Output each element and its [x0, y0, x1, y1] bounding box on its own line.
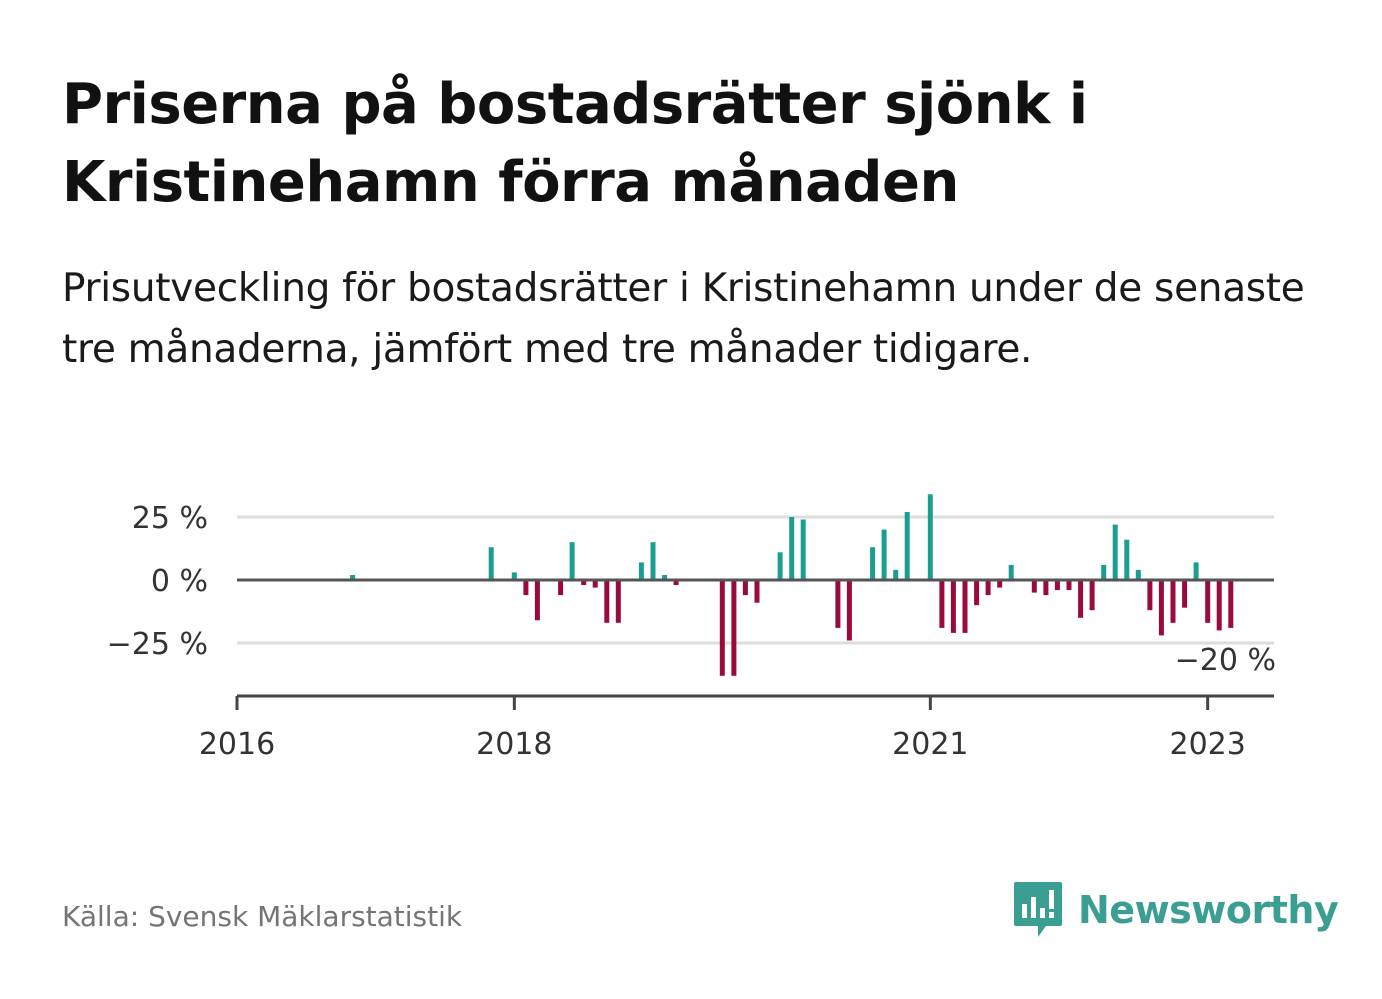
bar	[927, 494, 933, 580]
y-tick-label: 0 %	[151, 564, 208, 599]
bar-chart: 25 % 0 % −25 % 2016 2018 2021 2023 −20 %	[107, 494, 1276, 762]
bar	[1112, 524, 1118, 580]
bar	[1031, 580, 1037, 593]
bar	[719, 580, 725, 676]
brand-name: Newsworthy	[1078, 888, 1339, 932]
bar	[731, 580, 737, 676]
bar	[1124, 539, 1130, 580]
bar	[742, 580, 748, 596]
bar	[1043, 580, 1049, 596]
bar	[673, 580, 679, 585]
bar	[1147, 580, 1153, 611]
bar	[638, 562, 644, 580]
bar	[511, 572, 517, 580]
bar	[523, 580, 529, 596]
gridlines	[237, 515, 1274, 645]
bar	[846, 580, 852, 641]
bar	[1205, 580, 1211, 623]
brand-logo: Newsworthy	[1012, 880, 1339, 940]
bar	[662, 575, 668, 580]
x-tick-label: 2018	[476, 727, 552, 762]
bar	[904, 512, 910, 580]
bar	[581, 580, 587, 585]
source-note: Källa: Svensk Mäklarstatistik	[62, 900, 463, 933]
bar	[789, 517, 795, 580]
bar	[835, 580, 841, 628]
x-axis-ticks: 2016 2018 2021 2023	[199, 696, 1246, 762]
bar	[870, 547, 876, 580]
y-axis-ticks: 25 % 0 % −25 %	[107, 501, 208, 662]
bar	[650, 542, 656, 580]
bars	[350, 494, 1234, 676]
chart-title: Priserna på bostadsrätter sjönk i Kristi…	[62, 72, 1088, 215]
bar	[558, 580, 564, 596]
bar	[974, 580, 980, 606]
bar	[962, 580, 968, 633]
bar	[350, 575, 356, 580]
newsworthy-logo-icon	[1014, 882, 1062, 937]
bar	[1158, 580, 1164, 636]
bar	[881, 529, 887, 580]
bar	[1228, 580, 1234, 628]
bar	[1089, 580, 1095, 611]
bar	[604, 580, 610, 623]
bar	[754, 580, 760, 603]
x-tick-label: 2021	[892, 727, 968, 762]
bar	[985, 580, 991, 596]
x-tick-label: 2023	[1169, 727, 1245, 762]
y-tick-label: −25 %	[107, 627, 208, 662]
bar	[592, 580, 598, 588]
bar	[997, 580, 1003, 588]
bar	[534, 580, 540, 621]
chart-subtitle: Prisutveckling för bostadsrätter i Krist…	[62, 266, 1305, 372]
y-tick-label: 25 %	[132, 501, 208, 536]
bar	[1008, 564, 1014, 580]
last-value-label: −20 %	[1175, 643, 1276, 678]
bar	[1182, 580, 1188, 608]
bar	[569, 542, 575, 580]
bar	[1135, 569, 1141, 580]
bar	[893, 569, 899, 580]
bar	[1170, 580, 1176, 623]
bar	[615, 580, 621, 623]
bar	[800, 519, 806, 580]
bar	[1054, 580, 1060, 591]
bar	[1193, 562, 1199, 580]
bar	[1078, 580, 1084, 618]
bar	[939, 580, 945, 628]
x-tick-label: 2016	[199, 727, 275, 762]
bar	[1216, 580, 1222, 631]
bar	[1101, 564, 1107, 580]
bar	[1066, 580, 1072, 591]
bar	[950, 580, 956, 633]
bar	[777, 552, 783, 580]
bar	[488, 547, 494, 580]
